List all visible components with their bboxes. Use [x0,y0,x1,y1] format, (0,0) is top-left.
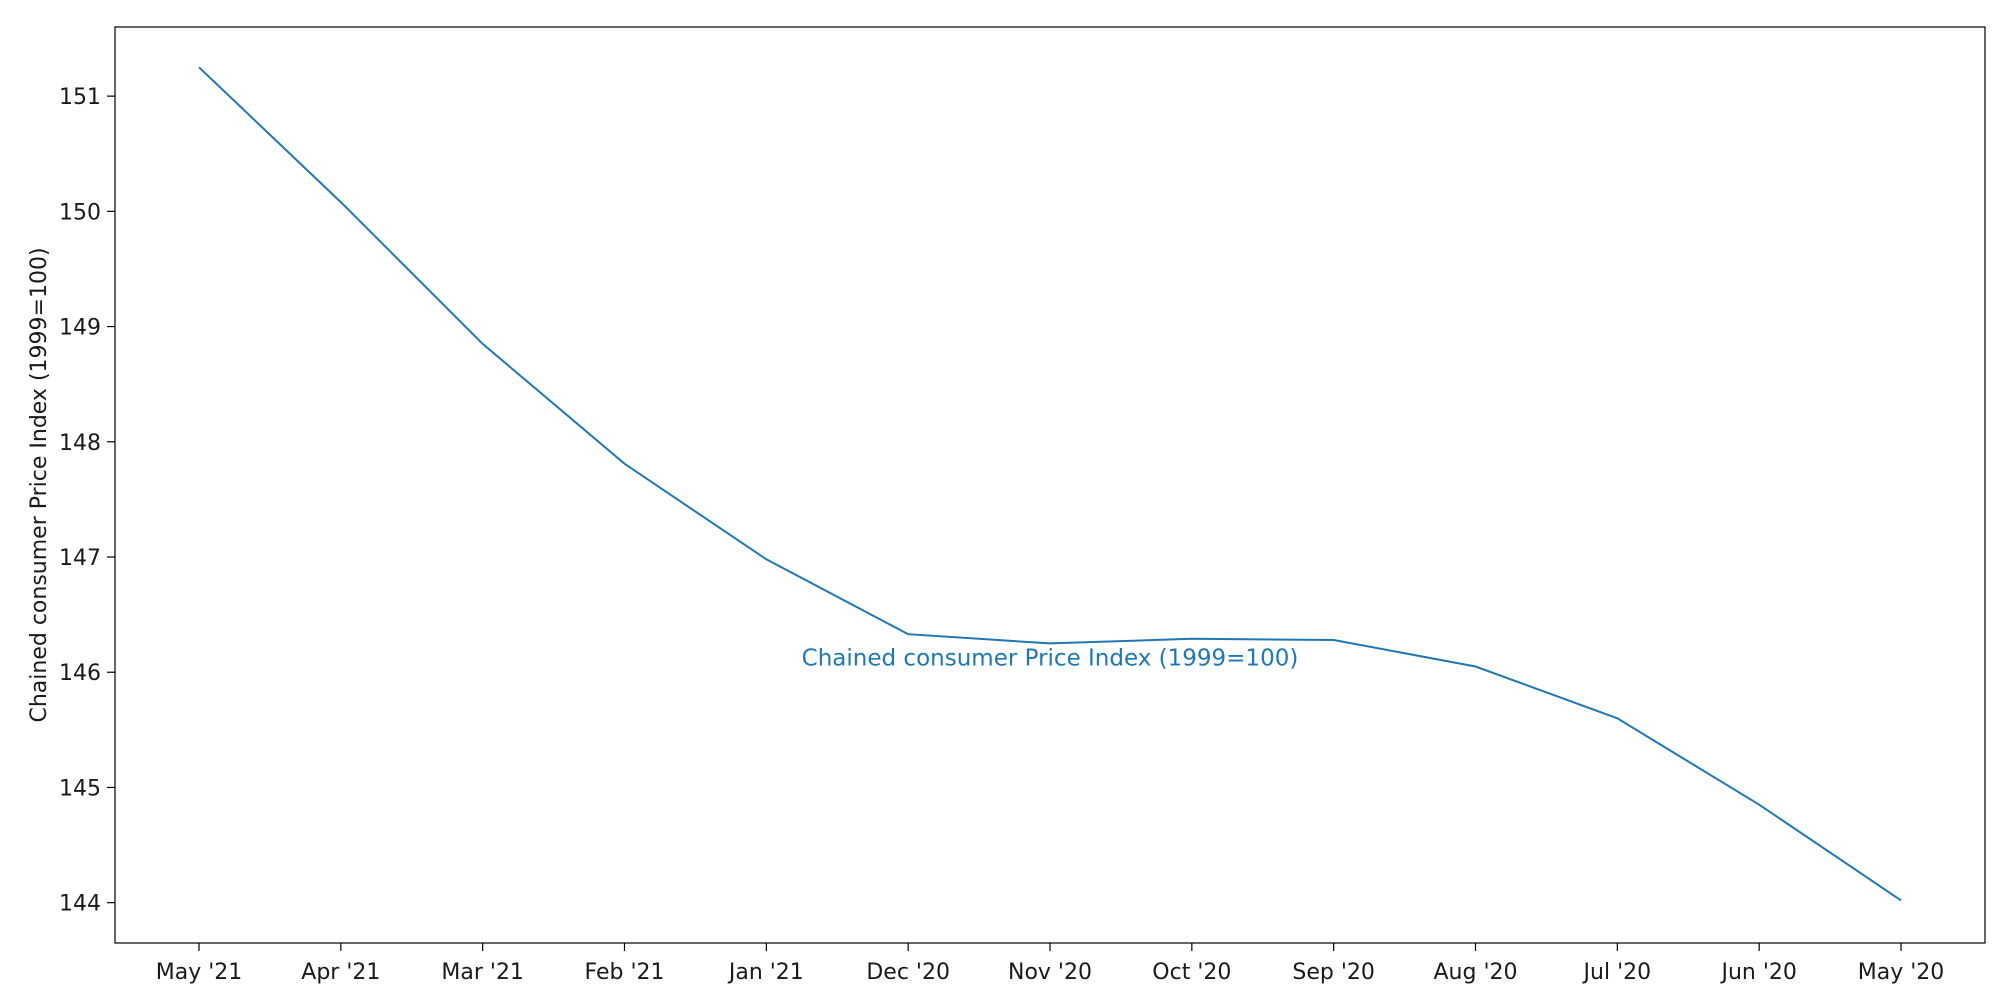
x-tick-label: Dec '20 [866,960,950,985]
y-tick-label: 151 [59,85,101,110]
x-tick-label: Apr '21 [301,960,380,985]
y-tick-label: 145 [59,776,101,801]
y-tick-label: 144 [59,892,101,917]
x-tick-label: Nov '20 [1008,960,1092,985]
x-tick-label: Jan '21 [727,960,804,985]
y-tick-label: 148 [59,431,101,456]
series-annotation: Chained consumer Price Index (1999=100) [802,645,1299,671]
plot-frame [114,26,1986,944]
x-tick-label: Mar '21 [441,960,524,985]
y-tick-label: 146 [59,661,101,686]
y-axis-ticks: 144 145 146 147 148 149 150 151 [59,85,115,917]
y-axis-title: Chained consumer Price Index (1999=100) [27,247,52,722]
x-tick-label: Sep '20 [1292,960,1375,985]
x-tick-label: May '20 [1858,960,1945,985]
x-axis-ticks: May '21 Apr '21 Mar '21 Feb '21 Jan '21 Dec '… [156,943,1945,985]
x-tick-label: Aug '20 [1434,960,1518,985]
y-tick-label: 149 [59,316,101,341]
x-tick-label: Jul '20 [1582,960,1652,985]
x-tick-label: Oct '20 [1152,960,1231,985]
y-tick-label: 147 [59,546,101,571]
x-tick-label: Jun '20 [1719,960,1796,985]
x-tick-label: Feb '21 [585,960,665,985]
x-tick-label: May '21 [156,960,243,985]
y-tick-label: 150 [59,200,101,225]
series-layer [198,66,1902,902]
series-line [198,66,1902,902]
